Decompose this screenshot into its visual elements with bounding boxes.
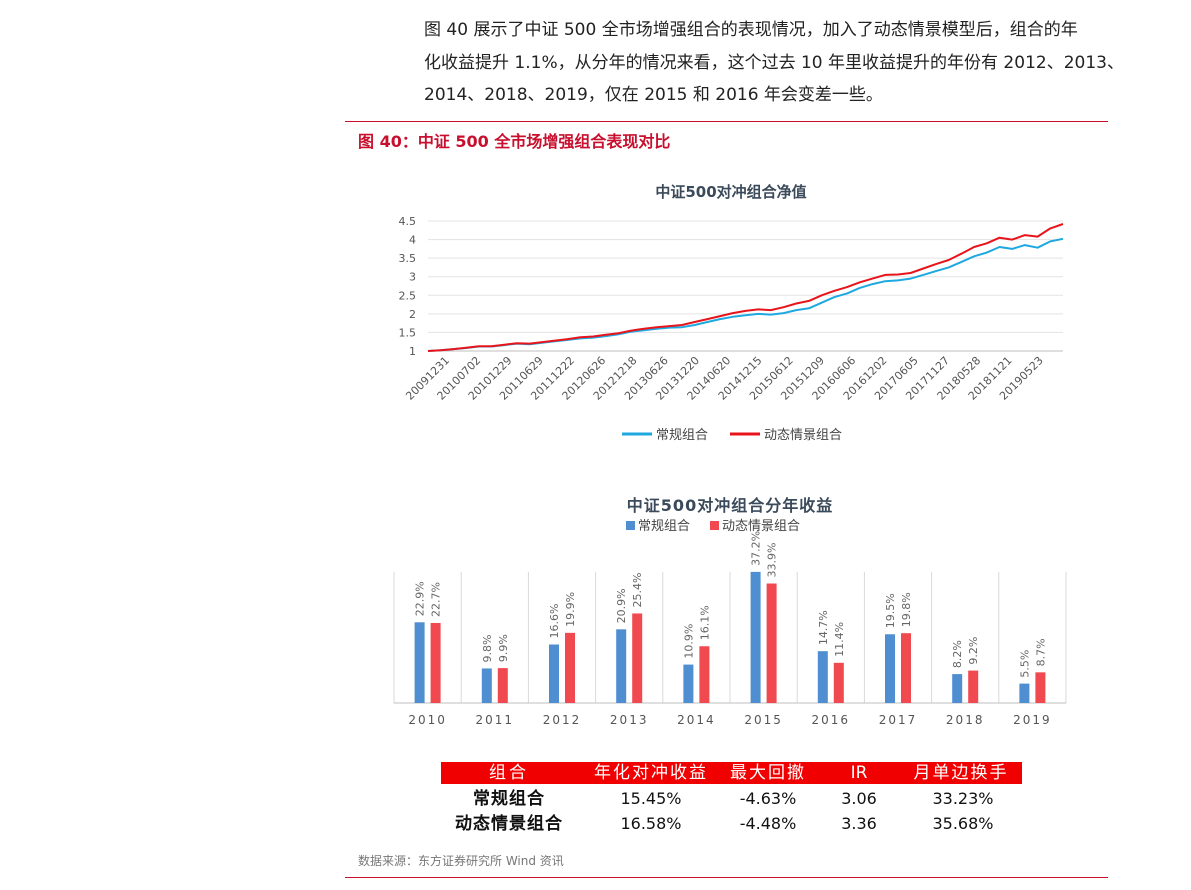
table-cell: 3.06 <box>841 789 877 808</box>
table-cell: 35.68% <box>932 814 994 833</box>
x-tick-label: 2016 <box>812 713 851 727</box>
bar-regular <box>817 651 828 703</box>
bar-data-label: 11.4% <box>833 622 846 657</box>
y-tick-label: 4.5 <box>399 215 417 228</box>
bar-data-label: 19.5% <box>884 593 897 628</box>
bar-dynamic <box>565 632 575 703</box>
bar-regular <box>1019 683 1030 703</box>
bar-chart-title: 中证500对冲组合分年收益 <box>627 496 833 515</box>
bar-data-label: 33.9% <box>766 543 779 578</box>
bar-data-label: 16.6% <box>548 604 561 639</box>
x-tick-label: 2019 <box>1013 713 1052 727</box>
table-cell: 常规组合 <box>473 789 545 809</box>
annual-return-bar-chart: 中证500对冲组合分年收益 常规组合 动态情景组合 2010 22.9% 22.7%… <box>393 496 1067 727</box>
bar-regular <box>952 674 963 703</box>
bar-dynamic <box>1035 672 1046 703</box>
line-chart-legend: 常规组合 动态情景组合 <box>622 428 842 443</box>
bottom-divider <box>345 877 1108 878</box>
y-tick-label: 1.5 <box>399 326 417 339</box>
table-header-cell: IR <box>850 763 868 783</box>
legend-label-regular: 常规组合 <box>638 519 690 534</box>
table-cell: 3.36 <box>841 814 877 833</box>
bar-data-label: 8.7% <box>1034 638 1047 666</box>
top-divider <box>345 121 1108 122</box>
bar-regular <box>481 668 492 703</box>
bar-data-label: 20.9% <box>615 588 628 623</box>
x-tick-label: 2015 <box>744 713 783 727</box>
bar-dynamic <box>968 670 979 703</box>
table-cell: -4.48% <box>739 814 797 833</box>
bar-data-label: 10.9% <box>682 624 695 659</box>
bar-data-label: 37.2% <box>750 531 763 566</box>
bar-data-label: 16.1% <box>698 605 711 640</box>
bar-dynamic <box>632 613 643 703</box>
y-tick-label: 3.5 <box>399 252 417 265</box>
legend-label-dynamic: 动态情景组合 <box>764 428 842 443</box>
bar-dynamic <box>699 646 710 703</box>
table-row: 动态情景组合 16.58% -4.48% 3.36 35.68% <box>441 812 1022 836</box>
body-paragraph: 图 40 展示了中证 500 全市场增强组合的表现情况，加入了动态情景模型后，组… <box>424 14 1124 112</box>
table-cell: 16.58% <box>620 814 682 833</box>
bar-data-label: 19.8% <box>900 592 913 627</box>
paragraph-line: 图 40 展示了中证 500 全市场增强组合的表现情况，加入了动态情景模型后，组… <box>424 20 1078 40</box>
x-tick-label: 2012 <box>543 713 582 727</box>
bar-dynamic <box>833 662 844 703</box>
y-tick-label: 1 <box>409 345 416 358</box>
bar-data-label: 22.9% <box>414 581 427 616</box>
table-header: 组合 年化对冲收益 最大回撤 IR 月单边换手 <box>441 762 1022 784</box>
bar-regular <box>683 664 694 703</box>
bar-dynamic <box>766 583 777 703</box>
bar-regular <box>885 634 895 703</box>
x-tick-label: 2018 <box>946 713 985 727</box>
y-tick-label: 2 <box>409 308 416 321</box>
bar-regular <box>549 644 559 703</box>
legend-swatch-dynamic <box>710 521 719 530</box>
table-header-cell: 月单边换手 <box>913 763 1009 783</box>
table-cell: 动态情景组合 <box>455 814 563 834</box>
legend-label-dynamic: 动态情景组合 <box>722 519 800 534</box>
legend-swatch-regular <box>626 521 635 530</box>
table-header-cell: 最大回撤 <box>730 763 806 783</box>
legend-label-regular: 常规组合 <box>656 428 708 443</box>
bar-data-label: 25.4% <box>631 573 644 608</box>
y-tick-label: 2.5 <box>399 289 417 302</box>
series-line-dynamic <box>427 223 1064 352</box>
bar-regular <box>414 622 425 703</box>
bar-dynamic <box>901 633 911 703</box>
table-header-cell: 年化对冲收益 <box>594 763 708 783</box>
table-header-cell: 组合 <box>489 763 529 783</box>
bar-data-label: 8.2% <box>951 640 964 668</box>
bar-dynamic <box>497 668 508 703</box>
paragraph-line: 化收益提升 1.1%，从分年的情况来看，这个过去 10 年里收益提升的年份有 2… <box>424 52 1124 73</box>
bar-data-label: 9.2% <box>967 637 980 665</box>
bar-dynamic <box>430 622 441 703</box>
data-source-note: 数据来源：东方证券研究所 Wind 资讯 <box>358 854 564 868</box>
bar-data-label: 14.7% <box>817 610 830 645</box>
line-chart-title: 中证500对冲组合净值 <box>655 183 806 201</box>
bar-data-label: 5.5% <box>1018 650 1031 678</box>
bar-chart-legend: 常规组合 动态情景组合 <box>626 519 800 534</box>
bar-data-label: 9.8% <box>481 635 494 663</box>
bar-data-label: 9.9% <box>497 634 510 662</box>
x-tick-label: 2013 <box>610 713 649 727</box>
x-tick-label: 2010 <box>408 713 447 727</box>
bar-data-label: 19.9% <box>564 592 577 627</box>
table-cell: 33.23% <box>932 789 994 808</box>
bar-regular <box>616 629 627 703</box>
y-tick-label: 4 <box>409 234 416 247</box>
x-tick-label: 2014 <box>677 713 716 727</box>
figure-title: 图 40：中证 500 全市场增强组合表现对比 <box>358 132 671 151</box>
nav-line-chart: 中证500对冲组合净值 11.522.533.544.5 20091231201… <box>399 183 1064 443</box>
x-tick-label: 2011 <box>476 713 515 727</box>
table-cell: 15.45% <box>620 789 682 808</box>
bar-data-label: 22.7% <box>430 582 443 617</box>
bar-regular <box>750 571 761 703</box>
paragraph-line: 2014、2018、2019，仅在 2015 和 2016 年会变差一些。 <box>424 85 883 105</box>
y-tick-label: 3 <box>409 271 416 284</box>
table-cell: -4.63% <box>739 789 797 808</box>
x-tick-label: 2017 <box>879 713 918 727</box>
table-row: 常规组合 15.45% -4.63% 3.06 33.23% <box>441 787 1022 811</box>
